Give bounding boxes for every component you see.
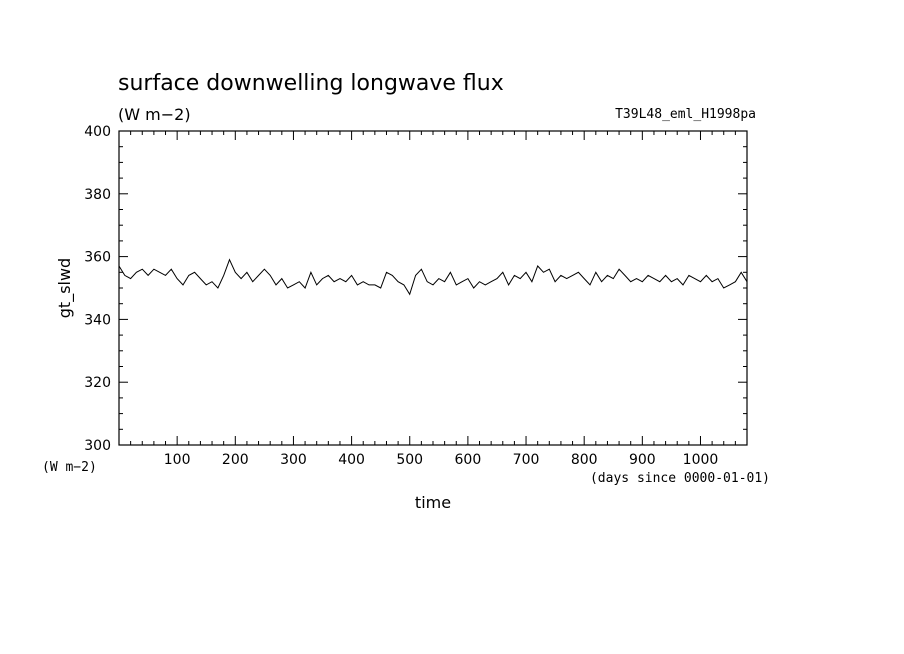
chart-title: surface downwelling longwave flux [118,71,504,96]
x-tick-label: 600 [455,452,482,468]
x-tick-label: 200 [222,452,249,468]
y-tick-label: 300 [84,438,111,454]
y-tick-label: 400 [84,124,111,140]
x-axis-unit: (days since 0000-01-01) [590,471,770,486]
y-tick-label: 340 [84,312,111,328]
y-axis-label: gt_slwd [55,258,75,318]
series-line-gt-slwd [118,258,748,296]
chart-subtitle: (W m−2) [118,105,191,124]
x-axis-label: time [415,493,451,512]
y-tick-label: 380 [84,187,111,203]
plot-frame [118,130,748,446]
run-label: T39L48_eml_H1998pa [615,107,756,122]
y-axis-ticks: 300 320 340 360 380 400 [84,124,747,454]
x-tick-label: 500 [396,452,423,468]
x-tick-label: 1000 [683,452,719,468]
x-tick-label: 300 [280,452,307,468]
x-axis-ticks: 100 200 300 400 500 600 700 800 900 1000 [130,131,736,468]
x-tick-label: 700 [513,452,540,468]
x-tick-label: 800 [571,452,598,468]
y-tick-label: 320 [84,375,111,391]
x-tick-label: 900 [629,452,656,468]
x-tick-label: 100 [164,452,191,468]
x-tick-label: 400 [338,452,365,468]
y-tick-label: 360 [84,250,111,266]
y-axis-unit: (W m−2) [42,460,97,475]
